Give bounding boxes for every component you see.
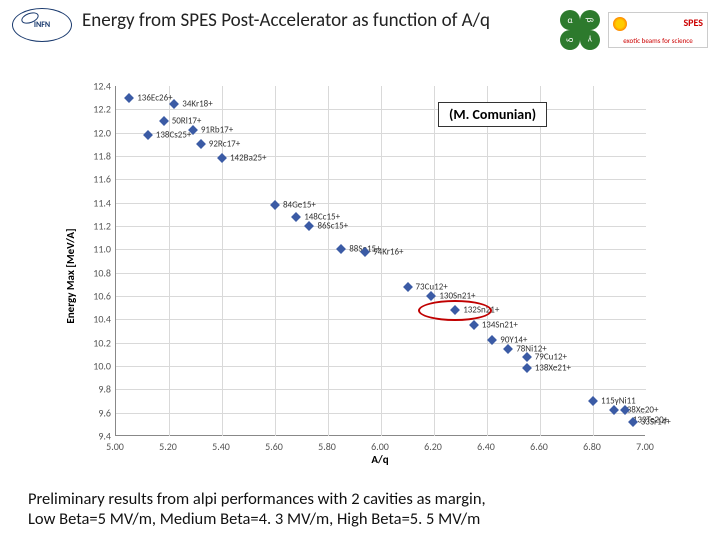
plot-area: 136Ec26+ 34Kr18+ 50Rl17+ 138Cs25+ 91Rb17+ 92R… (115, 86, 645, 436)
clover-leaf: γ (580, 30, 600, 50)
y-tick-label: 9.6 (67, 406, 111, 419)
data-point (487, 335, 497, 345)
data-point (196, 139, 206, 149)
y-tick-label: 11.6 (67, 173, 111, 186)
data-point-label: 50Rl17+ (172, 116, 202, 127)
gridline-h (116, 156, 646, 157)
x-tick-label: 5.80 (318, 440, 336, 453)
data-point-label: 94Kr16+ (373, 246, 403, 257)
data-point-label: 138Cs25+ (156, 130, 192, 141)
credit-box: (M. Comunian) (438, 102, 547, 127)
data-point-label: 134Sn21+ (482, 320, 518, 331)
footer-line1: Preliminary results from alpi performanc… (28, 490, 692, 510)
x-tick-label: 6.20 (424, 440, 442, 453)
data-point-label: 92Rc17+ (209, 139, 240, 150)
gridline-h (116, 296, 646, 297)
infn-label: INFN (34, 20, 50, 30)
gridline-h (116, 109, 646, 110)
clover-leaf: δ (560, 30, 580, 50)
data-point (336, 244, 346, 254)
y-tick-label: 10.2 (67, 336, 111, 349)
y-tick-label: 12.4 (67, 80, 111, 93)
gridline-h (116, 319, 646, 320)
y-tick-label: 10.0 (67, 360, 111, 373)
gridline-v (328, 86, 329, 436)
data-point (217, 153, 227, 163)
gridline-v (381, 86, 382, 436)
highlight-ellipse (418, 300, 492, 321)
data-point (522, 363, 532, 373)
data-point (588, 396, 598, 406)
gridline-h (116, 413, 646, 414)
x-tick-label: 6.60 (530, 440, 548, 453)
y-tick-label: 9.4 (67, 430, 111, 443)
x-tick-label: 6.80 (583, 440, 601, 453)
y-tick-label: 10.4 (67, 313, 111, 326)
data-point-label: 79Cu12+ (535, 351, 567, 362)
spes-label: SPES (683, 16, 703, 29)
data-point (609, 405, 619, 415)
data-point (159, 116, 169, 126)
data-point-label: 142Ba25+ (230, 153, 267, 164)
x-tick-label: 7.00 (636, 440, 654, 453)
gridline-v (540, 86, 541, 436)
data-point (291, 212, 301, 222)
spes-sub: exotic beams for science (609, 36, 707, 45)
gridline-h (116, 226, 646, 227)
data-point-label: 84Ge15+ (283, 200, 316, 211)
y-tick-label: 10.8 (67, 266, 111, 279)
infn-logo: INFN (12, 8, 72, 42)
gridline-v (487, 86, 488, 436)
sun-icon (613, 17, 627, 31)
gridline-h (116, 389, 646, 390)
gridline-v (593, 86, 594, 436)
data-point-label: 138Xe21+ (535, 363, 571, 374)
y-tick-label: 11.8 (67, 150, 111, 163)
spes-logo: SPES exotic beams for science (608, 12, 708, 48)
y-tick-label: 12.0 (67, 126, 111, 139)
x-axis-label: A/q (371, 453, 388, 466)
data-point-label: 33Sr14+ (641, 417, 671, 428)
data-point-label: 34Kr18+ (182, 98, 212, 109)
data-point (403, 282, 413, 292)
right-logos: α β δ γ SPES exotic beams for science (558, 8, 708, 52)
data-point (270, 200, 280, 210)
x-tick-label: 6.40 (477, 440, 495, 453)
y-tick-label: 9.8 (67, 383, 111, 396)
data-point (304, 221, 314, 231)
footer-line2: Low Beta=5 MV/m, Medium Beta=4. 3 MV/m, … (28, 510, 692, 530)
x-tick-label: 5.20 (159, 440, 177, 453)
credit-text: (M. Comunian) (449, 106, 536, 123)
x-tick-label: 5.40 (212, 440, 230, 453)
clover-leaf: α (560, 10, 580, 30)
y-tick-label: 11.2 (67, 220, 111, 233)
footer: Preliminary results from alpi performanc… (28, 490, 692, 530)
gridline-h (116, 179, 646, 180)
gridline-h (116, 203, 646, 204)
gridline-v (434, 86, 435, 436)
y-tick-label: 10.6 (67, 290, 111, 303)
header: INFN Energy from SPES Post-Accelerator a… (0, 0, 720, 56)
y-tick-label: 12.2 (67, 103, 111, 116)
gridline-h (116, 343, 646, 344)
data-point (143, 130, 153, 140)
data-point-label: 136Ec26+ (137, 92, 172, 103)
gridline-h (116, 133, 646, 134)
y-tick-label: 11.0 (67, 243, 111, 256)
x-tick-label: 6.00 (371, 440, 389, 453)
x-tick-label: 5.60 (265, 440, 283, 453)
page-title: Energy from SPES Post-Accelerator as fun… (82, 8, 548, 33)
clover-leaf: β (580, 10, 600, 30)
gridline-v (275, 86, 276, 436)
y-tick-label: 11.4 (67, 196, 111, 209)
gridline-h (116, 273, 646, 274)
data-point (469, 320, 479, 330)
data-point (124, 93, 134, 103)
clover-logo: α β δ γ (558, 8, 602, 52)
data-point-label: 91Rb17+ (201, 125, 233, 136)
chart: Energy Max [MeV/A] 136Ec26+34Kr18+50Rl17… (65, 86, 665, 466)
data-point-label: 86Sc15+ (317, 221, 348, 232)
